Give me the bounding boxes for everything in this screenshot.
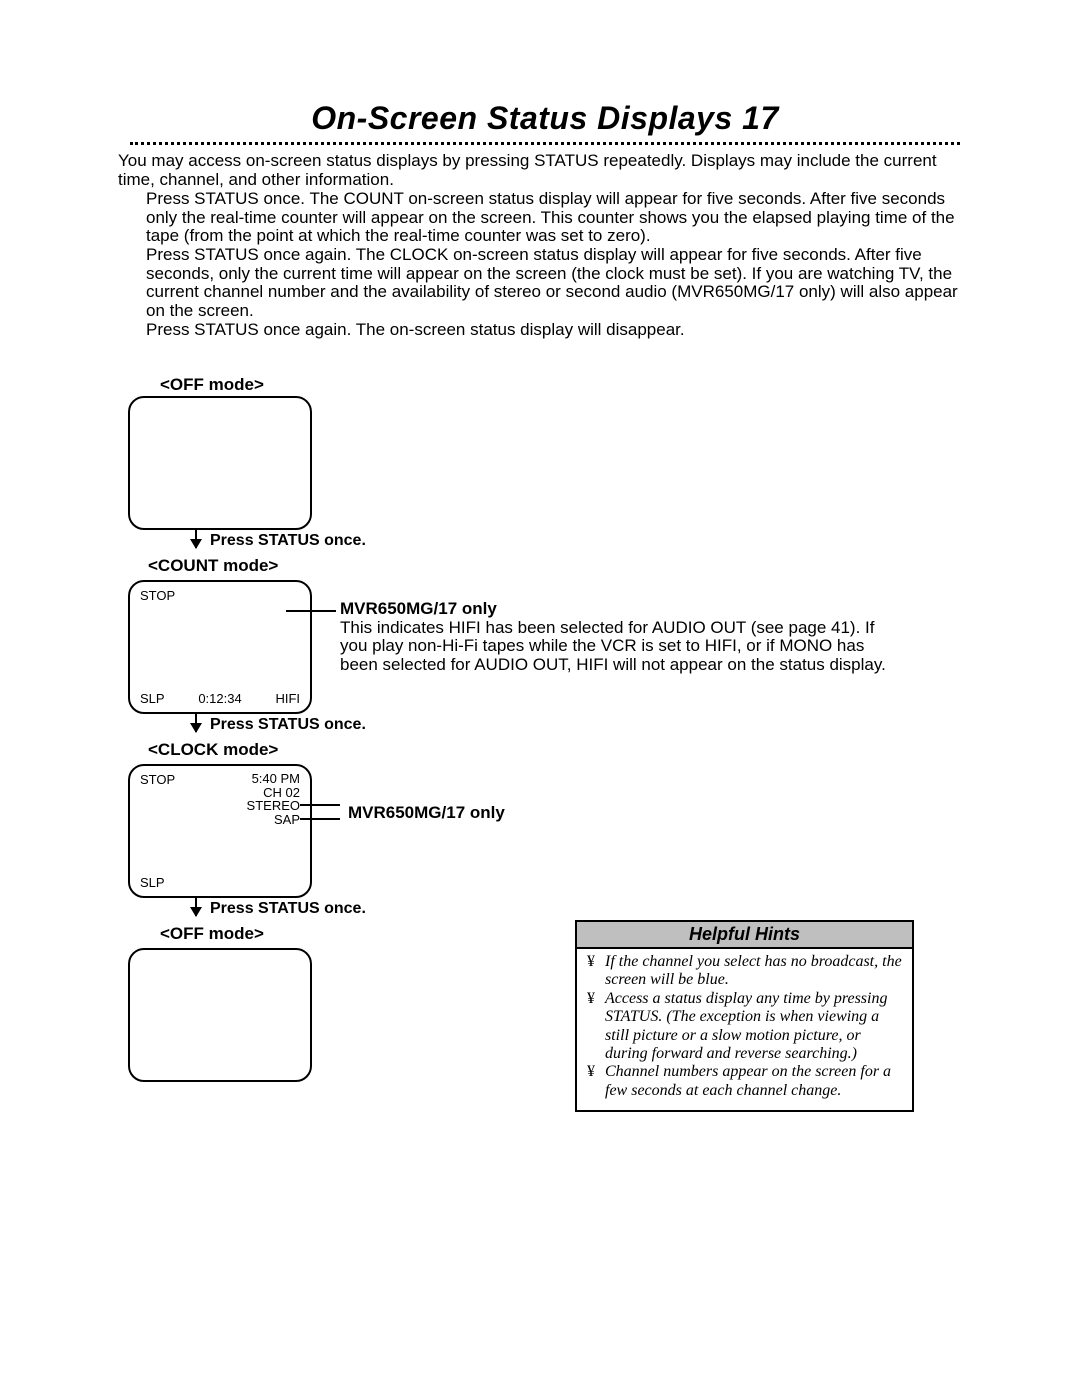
- count-mode-box: STOP SLP 0:12:34 HIFI: [128, 580, 312, 714]
- annot2-connector-b: [300, 818, 340, 820]
- body-p3: Press STATUS once again. The on-screen s…: [146, 321, 970, 340]
- helpful-hints-box: Helpful Hints ¥ If the channel you selec…: [575, 920, 914, 1112]
- body-p1: Press STATUS once. The COUNT on-screen s…: [146, 190, 970, 246]
- mode-clock-label: <CLOCK mode>: [148, 740, 278, 760]
- annotation-2: MVR650MG/17 only: [348, 804, 748, 823]
- clock-ch: CH 02: [247, 786, 300, 800]
- clock-stereo: STEREO: [247, 799, 300, 813]
- step-1-label: Press STATUS once.: [210, 532, 366, 550]
- hint-1: ¥ If the channel you select has no broad…: [587, 953, 902, 990]
- bullet-icon: ¥: [587, 953, 605, 990]
- hint-3-text: Channel numbers appear on the screen for…: [605, 1063, 902, 1100]
- bullet-icon: ¥: [587, 1063, 605, 1100]
- hint-1-text: If the channel you select has no broadca…: [605, 953, 902, 990]
- mode-count-label: <COUNT mode>: [148, 556, 278, 576]
- clock-sap: SAP: [247, 813, 300, 827]
- step-3-label: Press STATUS once.: [210, 900, 366, 918]
- intro-text: You may access on-screen status displays…: [118, 152, 970, 189]
- helpful-hints-body: ¥ If the channel you select has no broad…: [577, 949, 912, 1110]
- hint-2-text: Access a status display any time by pres…: [605, 990, 902, 1064]
- body-text: Press STATUS once. The COUNT on-screen s…: [146, 190, 970, 340]
- hint-3: ¥ Channel numbers appear on the screen f…: [587, 1063, 902, 1100]
- clock-tr-stack: 5:40 PM CH 02 STEREO SAP: [247, 772, 300, 827]
- annot1-heading: MVR650MG/17 only: [340, 599, 497, 618]
- bullet-icon: ¥: [587, 990, 605, 1064]
- clock-slp: SLP: [140, 875, 165, 890]
- annot1-connector: [286, 610, 336, 612]
- annotation-1: MVR650MG/17 only This indicates HIFI has…: [340, 600, 900, 675]
- clock-time: 5:40 PM: [247, 772, 300, 786]
- page-title: On-Screen Status Displays 17: [130, 100, 960, 137]
- title-rule: [130, 142, 960, 145]
- annot2-connector-a: [300, 804, 340, 806]
- off-mode-box-1: [128, 396, 312, 530]
- mode-off-1-label: <OFF mode>: [160, 375, 264, 395]
- hint-2: ¥ Access a status display any time by pr…: [587, 990, 902, 1064]
- annot2-heading: MVR650MG/17 only: [348, 803, 505, 822]
- clock-stop: STOP: [140, 772, 175, 787]
- helpful-hints-header: Helpful Hints: [577, 922, 912, 949]
- arrow-2: [195, 712, 197, 732]
- body-p2: Press STATUS once again. The CLOCK on-sc…: [146, 246, 970, 321]
- count-stop: STOP: [140, 588, 175, 603]
- mode-off-2-label: <OFF mode>: [160, 924, 264, 944]
- arrow-3: [195, 896, 197, 916]
- step-2-label: Press STATUS once.: [210, 716, 366, 734]
- annot1-text: This indicates HIFI has been selected fo…: [340, 618, 886, 674]
- arrow-1: [195, 528, 197, 548]
- off-mode-box-2: [128, 948, 312, 1082]
- count-hifi: HIFI: [275, 691, 300, 706]
- clock-mode-box: STOP 5:40 PM CH 02 STEREO SAP SLP: [128, 764, 312, 898]
- page: On-Screen Status Displays 17 You may acc…: [0, 0, 1080, 1397]
